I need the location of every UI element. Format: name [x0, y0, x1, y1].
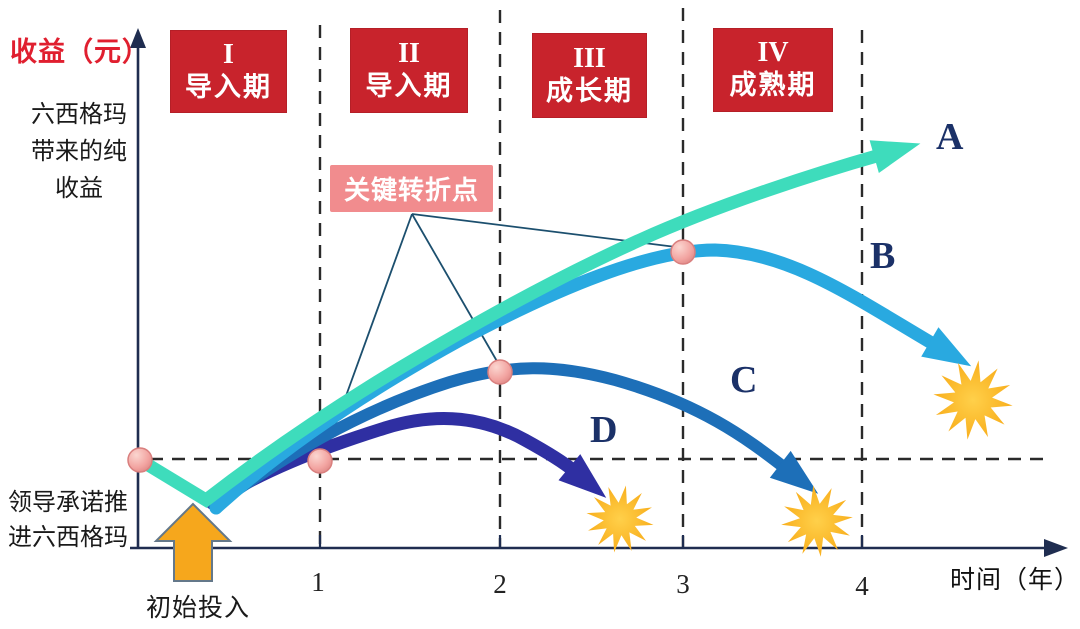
initial-investment-label: 初始投入	[146, 594, 251, 622]
failure-burst-icon	[580, 479, 660, 559]
x-tick-3: 3	[676, 569, 690, 599]
failure-burst-icon	[927, 354, 1019, 446]
x-axis-arrow-icon	[1044, 539, 1068, 557]
turning-point-dot	[127, 447, 153, 473]
phase-numeral: IV	[757, 37, 789, 69]
x-tick-4: 4	[855, 571, 869, 601]
x-tick-1: 1	[311, 567, 325, 597]
axes	[130, 28, 1068, 557]
phase-name: 导入期	[185, 71, 272, 102]
y-axis-note-line: 六西格玛	[31, 101, 127, 128]
phase-box-4: IV 成熟期	[713, 28, 833, 112]
phase-numeral: II	[398, 37, 420, 69]
y-axis-note: 六西格玛 带来的纯 收益	[18, 96, 140, 208]
initial-investment-arrow-icon	[153, 502, 233, 582]
phase-name: 成长期	[546, 75, 633, 106]
phase-box-3: III 成长期	[532, 33, 647, 118]
phase-name: 成熟期	[729, 70, 817, 101]
turning-point-dot	[487, 359, 513, 385]
x-tick-2: 2	[493, 569, 507, 599]
leadership-note-line: 领导承诺推	[8, 489, 128, 516]
curve-a-label: A	[936, 116, 964, 158]
curve-d-label: D	[590, 409, 618, 451]
turning-point-dot	[670, 239, 696, 265]
curve-c	[208, 362, 819, 511]
curve-a	[133, 140, 921, 508]
phase-numeral: I	[223, 38, 234, 70]
curve-c-label: C	[730, 359, 758, 401]
y-axis-arrow-icon	[130, 28, 146, 48]
y-axis-note-line: 带来的纯	[31, 138, 127, 166]
curve-b-label: B	[870, 235, 896, 277]
leadership-note-line: 进六西格玛	[8, 523, 128, 551]
leadership-commitment-note: 领导承诺推 进六西格玛	[8, 486, 128, 556]
x-axis-title: 时间（年）	[950, 566, 1080, 594]
phase-box-2: II 导入期	[350, 28, 468, 113]
turning-point-callout: 关键转折点	[330, 165, 493, 212]
y-axis-title: 收益（元）	[10, 37, 150, 67]
turning-point-dot	[307, 448, 333, 474]
y-axis-note-line: 收益	[55, 175, 103, 203]
phase-numeral: III	[573, 42, 606, 74]
turning-point-dots	[127, 239, 696, 474]
phase-name: 导入期	[365, 70, 453, 101]
phase-box-1: I 导入期	[170, 30, 287, 113]
